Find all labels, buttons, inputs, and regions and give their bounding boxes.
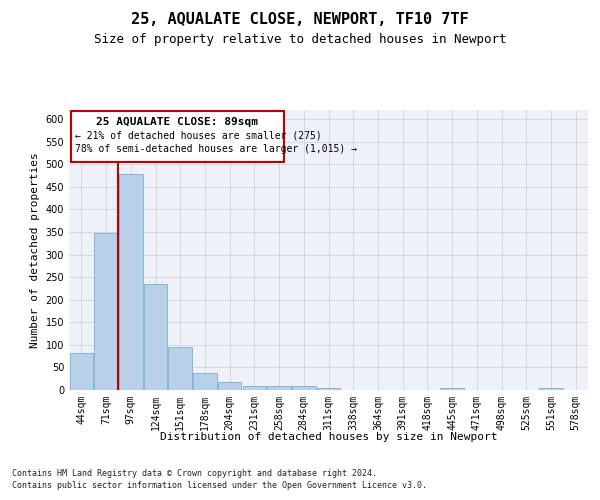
Bar	[242, 386, 266, 390]
Bar	[317, 388, 340, 390]
Text: ← 21% of detached houses are smaller (275): ← 21% of detached houses are smaller (27…	[74, 130, 322, 140]
Bar	[292, 386, 316, 390]
Bar	[218, 382, 241, 390]
Bar	[94, 233, 118, 390]
Bar	[119, 174, 143, 390]
Bar	[70, 352, 93, 390]
Y-axis label: Number of detached properties: Number of detached properties	[30, 152, 40, 348]
Bar	[440, 388, 464, 390]
Text: Size of property relative to detached houses in Newport: Size of property relative to detached ho…	[94, 32, 506, 46]
Bar	[169, 346, 192, 390]
Bar	[268, 386, 291, 390]
Bar	[144, 284, 167, 390]
Text: Distribution of detached houses by size in Newport: Distribution of detached houses by size …	[160, 432, 497, 442]
Text: Contains HM Land Registry data © Crown copyright and database right 2024.: Contains HM Land Registry data © Crown c…	[12, 469, 377, 478]
Text: 25, AQUALATE CLOSE, NEWPORT, TF10 7TF: 25, AQUALATE CLOSE, NEWPORT, TF10 7TF	[131, 12, 469, 28]
Bar	[539, 388, 563, 390]
Text: 78% of semi-detached houses are larger (1,015) →: 78% of semi-detached houses are larger (…	[74, 144, 356, 154]
Text: 25 AQUALATE CLOSE: 89sqm: 25 AQUALATE CLOSE: 89sqm	[96, 117, 258, 127]
Text: Contains public sector information licensed under the Open Government Licence v3: Contains public sector information licen…	[12, 481, 427, 490]
Bar	[193, 374, 217, 390]
FancyBboxPatch shape	[71, 112, 284, 162]
